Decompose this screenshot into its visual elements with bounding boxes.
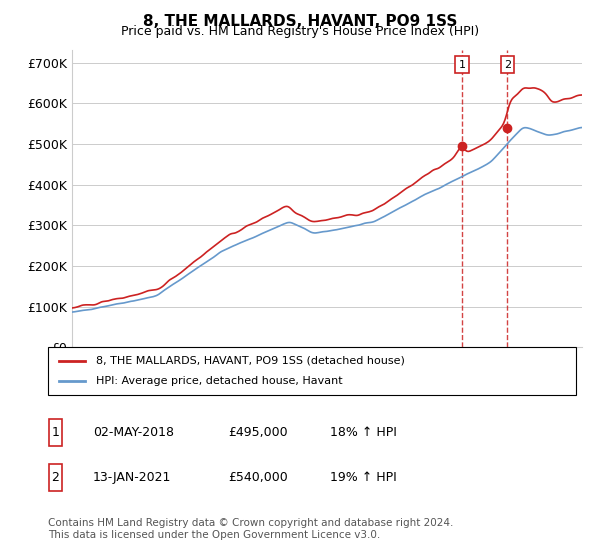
Text: 2: 2: [52, 471, 59, 484]
Text: 18% ↑ HPI: 18% ↑ HPI: [330, 426, 397, 440]
FancyBboxPatch shape: [49, 419, 62, 446]
Text: Contains HM Land Registry data © Crown copyright and database right 2024.
This d: Contains HM Land Registry data © Crown c…: [48, 518, 454, 540]
Text: 8, THE MALLARDS, HAVANT, PO9 1SS (detached house): 8, THE MALLARDS, HAVANT, PO9 1SS (detach…: [95, 356, 404, 366]
Text: 19% ↑ HPI: 19% ↑ HPI: [330, 471, 397, 484]
FancyBboxPatch shape: [48, 347, 576, 395]
Text: 02-MAY-2018: 02-MAY-2018: [93, 426, 174, 440]
Text: HPI: Average price, detached house, Havant: HPI: Average price, detached house, Hava…: [95, 376, 342, 386]
FancyBboxPatch shape: [49, 464, 62, 491]
Text: £495,000: £495,000: [228, 426, 287, 440]
Text: 1: 1: [52, 426, 59, 439]
Text: Price paid vs. HM Land Registry's House Price Index (HPI): Price paid vs. HM Land Registry's House …: [121, 25, 479, 38]
Text: 13-JAN-2021: 13-JAN-2021: [93, 471, 172, 484]
Text: 1: 1: [458, 59, 466, 69]
Text: 8, THE MALLARDS, HAVANT, PO9 1SS: 8, THE MALLARDS, HAVANT, PO9 1SS: [143, 14, 457, 29]
Text: 2: 2: [504, 59, 511, 69]
Text: £540,000: £540,000: [228, 471, 288, 484]
